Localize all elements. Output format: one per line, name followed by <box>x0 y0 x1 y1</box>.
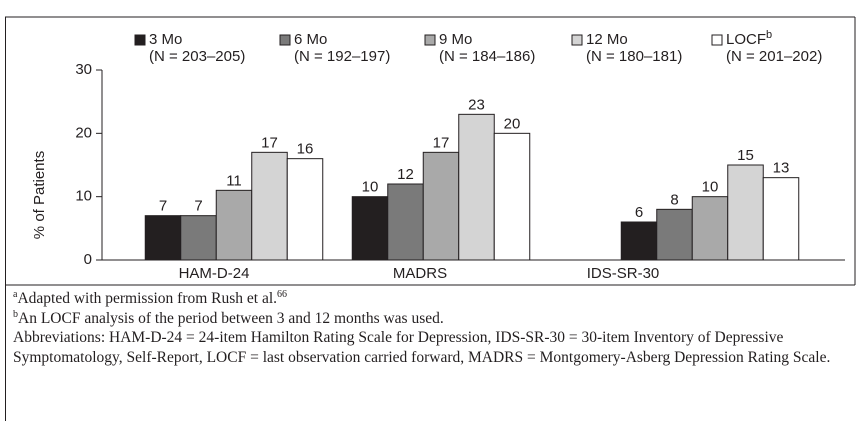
y-tick-label: 30 <box>75 61 92 78</box>
bar <box>656 208 693 261</box>
legend-sup: b <box>766 29 772 41</box>
y-tick-label: 10 <box>75 188 92 205</box>
footnote: bAn LOCF analysis of the period between … <box>13 309 855 329</box>
bar <box>144 215 182 261</box>
legend-n: (N = 203–205) <box>149 48 245 65</box>
legend-name: 3 Mo <box>149 31 182 48</box>
bar <box>762 177 800 261</box>
value-label: 11 <box>226 172 242 189</box>
legend-name: LOCF <box>726 31 766 48</box>
bar <box>458 113 495 261</box>
y-tick-label: 0 <box>84 251 92 268</box>
legend-swatch <box>134 34 146 46</box>
legend-n: (N = 180–181) <box>586 48 682 65</box>
legend-swatch <box>279 34 291 46</box>
chart: % of Patients 0 10 20 30 HAM-D-24 7 7 11 17 16 MAD… <box>5 16 856 286</box>
y-axis-label: % of Patients <box>31 151 48 239</box>
legend-name: 9 Mo <box>439 31 472 48</box>
legend-label: 9 Mo <box>439 31 472 48</box>
legend-n: (N = 201–202) <box>726 48 822 65</box>
bar <box>422 151 460 261</box>
value-label: 17 <box>433 134 450 151</box>
value-label: 20 <box>504 115 521 132</box>
legend-label: LOCFb <box>726 29 772 48</box>
footnote-mark: b <box>13 308 18 320</box>
footnote-text: An LOCF analysis of the period between 3… <box>18 309 444 327</box>
x-tick-label: IDS-SR-30 <box>587 265 660 282</box>
bar <box>691 196 729 261</box>
value-label: 23 <box>468 96 485 113</box>
bar <box>387 183 424 261</box>
value-label: 6 <box>635 204 643 221</box>
bar <box>215 189 253 261</box>
legend-label: 3 Mo <box>149 31 182 48</box>
value-label: 7 <box>194 198 202 215</box>
x-tick-label: HAM-D-24 <box>179 265 250 282</box>
value-label: 12 <box>397 166 414 183</box>
frame-line <box>5 17 6 421</box>
legend-name: 12 Mo <box>586 31 628 48</box>
footnotes: aAdapted with permission from Rush et al… <box>13 289 855 367</box>
footnote-text: Abbreviations: HAM-D-24 = 24-item Hamilt… <box>13 329 831 366</box>
legend-n: (N = 192–197) <box>294 48 390 65</box>
value-label: 13 <box>773 160 790 177</box>
legend-label: 12 Mo <box>586 31 628 48</box>
legend-label: 6 Mo <box>294 31 327 48</box>
legend-swatch <box>711 34 723 46</box>
bar <box>251 151 288 261</box>
legend-n: (N = 184–186) <box>439 48 535 65</box>
value-label: 7 <box>159 198 167 215</box>
footnote: Abbreviations: HAM-D-24 = 24-item Hamilt… <box>13 328 855 367</box>
footnote-text: Adapted with permission from Rush et al. <box>17 290 278 307</box>
value-label: 10 <box>362 179 379 196</box>
value-label: 15 <box>737 147 754 164</box>
bar <box>620 221 658 261</box>
bar <box>286 158 324 261</box>
bar <box>493 132 531 261</box>
legend-swatch <box>571 34 583 46</box>
bar <box>351 196 389 261</box>
value-label: 17 <box>261 134 278 151</box>
legend-swatch <box>424 34 436 46</box>
bar <box>727 164 764 261</box>
legend-name: 6 Mo <box>294 31 327 48</box>
footnote-mark: a <box>13 288 18 300</box>
value-label: 8 <box>670 191 678 208</box>
value-label: 10 <box>702 179 719 196</box>
x-tick-label: MADRS <box>393 265 447 282</box>
footnote-ref: 66 <box>277 288 288 300</box>
footnote: aAdapted with permission from Rush et al… <box>13 289 855 309</box>
bar <box>180 215 217 261</box>
value-label: 16 <box>297 141 314 158</box>
y-tick-label: 20 <box>75 124 92 141</box>
